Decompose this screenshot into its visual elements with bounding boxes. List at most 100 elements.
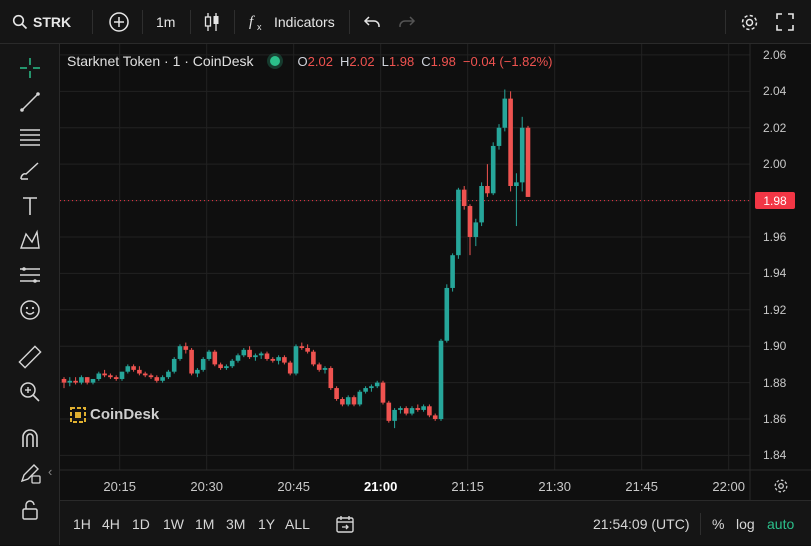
zoom-in-icon <box>20 382 40 402</box>
price-tick-label: 1.96 <box>763 229 787 244</box>
lock-drawings-tool[interactable] <box>15 458 45 488</box>
candle-body <box>496 127 502 146</box>
indicators-label: Indicators <box>274 14 335 30</box>
pattern-tool[interactable] <box>15 225 45 255</box>
interval-button[interactable]: 1m <box>156 0 175 44</box>
text-icon <box>23 197 37 215</box>
ohlc-values: O2.02 H2.02 L1.98 C1.98 −0.04 (−1.82%) <box>298 54 553 69</box>
candle-body <box>456 189 461 256</box>
candle <box>79 375 84 385</box>
candle-body <box>183 346 189 350</box>
candle <box>456 187 461 259</box>
price-tick-label: 1.88 <box>763 375 787 390</box>
candle-body <box>166 371 171 378</box>
candle-body <box>218 364 223 369</box>
chart-type-button[interactable] <box>203 0 221 44</box>
undo-button[interactable] <box>363 0 381 44</box>
settings-button[interactable] <box>739 0 760 44</box>
crosshair-tool[interactable] <box>15 53 45 83</box>
candle <box>258 351 264 359</box>
price-tick-label: 1.92 <box>763 302 787 317</box>
compare-add-button[interactable] <box>108 0 130 44</box>
candle-body <box>200 358 206 370</box>
candle <box>467 204 473 256</box>
candle-body <box>514 182 519 186</box>
log-label: log <box>736 515 755 532</box>
axis-settings-button[interactable] <box>773 478 789 499</box>
range-button-1d[interactable]: 1D <box>132 515 150 532</box>
candle-body <box>386 402 392 421</box>
trend-line-tool[interactable] <box>15 87 45 117</box>
range-button-4h[interactable]: 4H <box>102 515 120 532</box>
range-button-1w[interactable]: 1W <box>163 515 184 532</box>
zoom-in-tool[interactable] <box>15 377 45 407</box>
time-tick-label: 20:30 <box>190 479 223 494</box>
candle <box>293 344 299 376</box>
candle <box>119 371 125 381</box>
candle-body <box>461 189 467 207</box>
price-tick-label: 2.06 <box>763 47 787 62</box>
symbol-search-button[interactable]: STRK <box>12 0 71 44</box>
candle <box>363 386 368 394</box>
candle <box>84 377 90 385</box>
emoji-tool[interactable] <box>15 295 45 325</box>
collapse-toolbar-chevron-icon[interactable]: ‹ <box>48 464 53 479</box>
candle-body <box>311 351 316 365</box>
trend-line-icon <box>20 92 40 112</box>
coindesk-logo-icon <box>70 406 86 423</box>
candle <box>73 377 78 385</box>
candle <box>427 404 432 418</box>
range-button-3m[interactable]: 3M <box>226 515 246 532</box>
magnet-tool[interactable] <box>15 424 45 454</box>
toolbar-divider <box>349 10 350 34</box>
lock-tool[interactable] <box>15 495 45 525</box>
percent-scale-toggle[interactable]: % <box>712 501 724 546</box>
price-chart[interactable] <box>60 44 811 500</box>
log-scale-toggle[interactable]: log <box>736 501 755 546</box>
candle <box>125 364 131 374</box>
candle <box>490 142 496 196</box>
clock-timezone-button[interactable]: 21:54:09 (UTC) <box>593 501 689 546</box>
ruler-tool[interactable] <box>15 342 45 372</box>
candle <box>450 253 455 292</box>
redo-button[interactable] <box>398 0 416 44</box>
candle <box>502 89 508 132</box>
candle <box>131 364 136 372</box>
candle-body <box>519 127 525 183</box>
candle-body <box>502 98 508 128</box>
market-status-icon <box>269 56 280 66</box>
candle-body <box>154 377 160 381</box>
candle-body <box>212 351 218 365</box>
horizontal-lines-tool[interactable] <box>15 122 45 152</box>
range-button-1y[interactable]: 1Y <box>258 515 276 532</box>
fib-tool[interactable] <box>15 260 45 290</box>
toolbar-divider <box>92 10 93 34</box>
range-button-1m[interactable]: 1M <box>195 515 215 532</box>
candle-body <box>102 373 107 376</box>
brush-icon <box>20 162 39 180</box>
candle <box>525 125 531 197</box>
candle-body <box>224 366 229 369</box>
candle <box>166 369 171 379</box>
candle <box>67 377 73 387</box>
text-tool[interactable] <box>15 191 45 221</box>
candle <box>218 362 223 370</box>
open-key: O <box>297 53 308 69</box>
candle <box>276 355 281 365</box>
range-button-1h[interactable]: 1H <box>73 515 91 532</box>
candle-body <box>160 377 165 381</box>
fullscreen-button[interactable] <box>776 0 794 44</box>
price-tick-label: 1.94 <box>763 266 787 281</box>
candle-body <box>525 127 531 197</box>
candle-body <box>444 287 450 341</box>
time-tick-label: 21:30 <box>538 479 571 494</box>
price-tick-label: 1.86 <box>763 412 787 427</box>
brush-tool[interactable] <box>15 156 45 186</box>
auto-scale-toggle[interactable]: auto <box>767 501 794 546</box>
range-button-all[interactable]: ALL <box>285 515 310 532</box>
candle-body <box>328 368 334 389</box>
drawing-toolbar: ‹ <box>0 44 60 545</box>
goto-date-button[interactable] <box>335 501 355 546</box>
horizontal-lines-icon <box>20 129 40 146</box>
